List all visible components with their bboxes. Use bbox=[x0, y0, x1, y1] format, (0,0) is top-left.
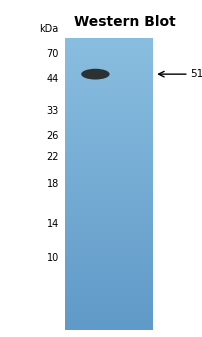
Text: 18: 18 bbox=[46, 179, 59, 189]
Text: 26: 26 bbox=[46, 131, 59, 142]
Text: 70: 70 bbox=[46, 49, 59, 59]
Text: kDa: kDa bbox=[39, 24, 59, 34]
Text: 22: 22 bbox=[46, 152, 59, 162]
Text: 33: 33 bbox=[46, 106, 59, 116]
Text: 44: 44 bbox=[46, 74, 59, 84]
Ellipse shape bbox=[81, 69, 109, 80]
Text: Western Blot: Western Blot bbox=[74, 15, 175, 29]
Text: 14: 14 bbox=[46, 219, 59, 229]
Text: 51kDa: 51kDa bbox=[189, 69, 202, 79]
Text: 10: 10 bbox=[46, 253, 59, 263]
